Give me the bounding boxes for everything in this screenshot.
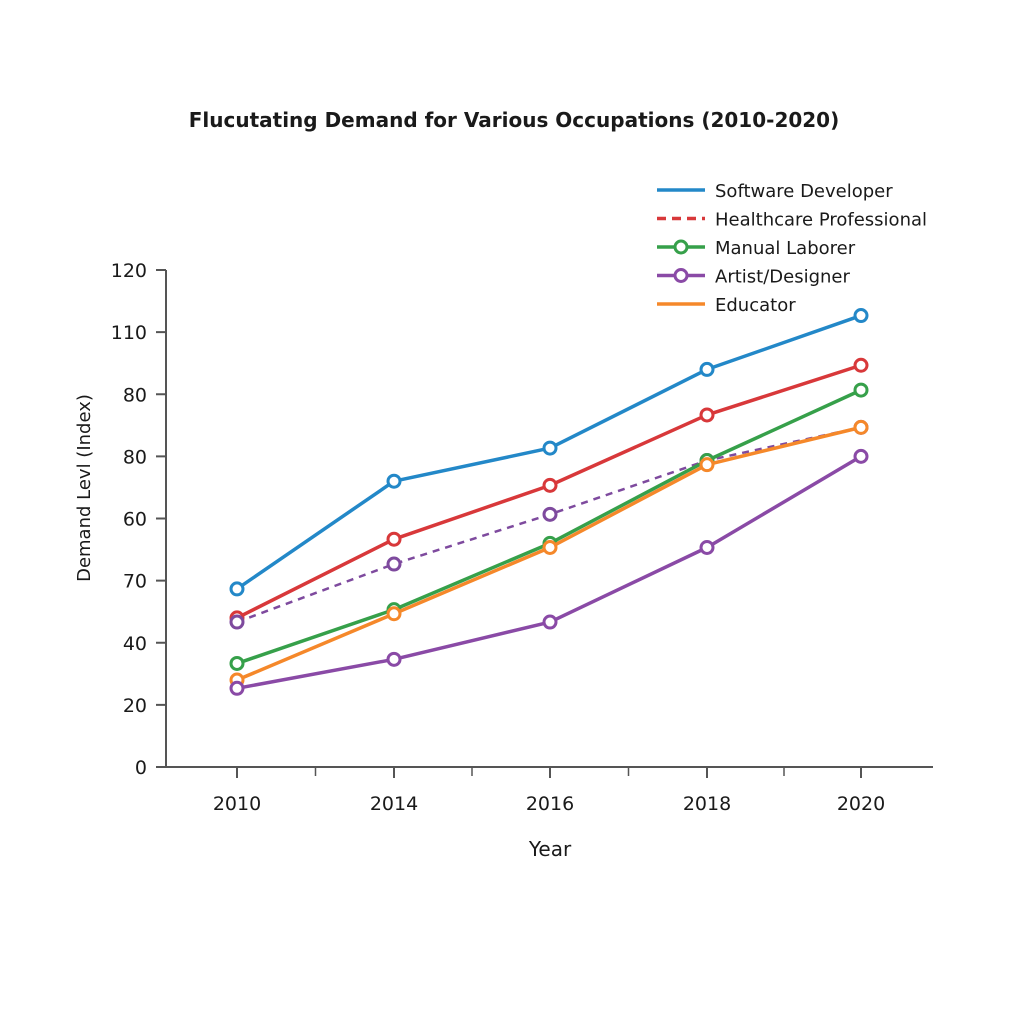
legend-label: Healthcare Professional (715, 210, 927, 231)
y-tick-label: 20 (123, 695, 147, 717)
data-point (386, 606, 402, 622)
legend-item: Educator (657, 295, 796, 316)
legend-item: Manual Laborer (657, 238, 856, 259)
data-point (386, 531, 402, 547)
data-point (229, 581, 245, 597)
data-point (853, 357, 869, 373)
data-point (542, 614, 558, 630)
data-point (853, 448, 869, 464)
y-tick-label: 80 (123, 384, 147, 406)
legend-label: Manual Laborer (715, 238, 856, 259)
legend-marker (673, 268, 689, 283)
data-point (386, 473, 402, 489)
data-point (853, 419, 869, 435)
y-tick-label: 70 (123, 571, 147, 593)
legend-item: Healthcare Professional (657, 210, 927, 231)
chart-title: Flucutating Demand for Various Occupatio… (189, 108, 840, 132)
y-tick-label: 0 (135, 757, 147, 779)
data-point (542, 477, 558, 493)
data-point (386, 651, 402, 667)
data-point (699, 407, 715, 423)
legend-marker (673, 239, 689, 255)
legend-item: Software Developer (657, 181, 893, 202)
data-point (699, 539, 715, 555)
data-point (386, 556, 402, 572)
data-point (542, 539, 558, 555)
x-tick-label: 2020 (837, 793, 885, 815)
data-point (853, 308, 869, 324)
series-educator (229, 419, 869, 688)
data-point (229, 680, 245, 696)
series-artist-designer (229, 448, 869, 696)
x-tick-label: 2010 (213, 793, 261, 815)
legend-label: Educator (715, 295, 796, 316)
y-tick-label: 60 (123, 509, 147, 531)
data-point (699, 457, 715, 473)
data-point (542, 440, 558, 456)
y-tick-label: 80 (123, 446, 147, 468)
y-tick-label: 40 (123, 633, 147, 655)
y-tick-label: 110 (111, 322, 147, 344)
data-point (229, 614, 245, 630)
x-axis-label: Year (528, 837, 572, 861)
data-point (853, 382, 869, 398)
x-tick-label: 2016 (526, 793, 574, 815)
x-tick-label: 2018 (683, 793, 731, 815)
x-tick-label: 2014 (370, 793, 418, 815)
legend-item: Artist/Designer (657, 267, 850, 288)
y-tick-label: 120 (111, 260, 147, 282)
data-point (699, 361, 715, 377)
legend-label: Software Developer (715, 181, 893, 202)
series-software-developer (229, 308, 869, 597)
series-healthcare-professional (229, 357, 869, 626)
y-axis-label: Demand Levl (Index) (74, 394, 95, 582)
data-point (229, 655, 245, 671)
data-point (542, 506, 558, 522)
legend-label: Artist/Designer (715, 267, 850, 288)
